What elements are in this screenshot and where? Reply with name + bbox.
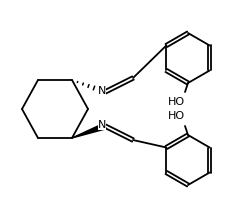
Polygon shape bbox=[72, 123, 106, 138]
Text: N: N bbox=[98, 120, 106, 130]
Text: N: N bbox=[98, 86, 106, 96]
Text: HO: HO bbox=[168, 97, 184, 107]
Text: HO: HO bbox=[168, 111, 184, 121]
